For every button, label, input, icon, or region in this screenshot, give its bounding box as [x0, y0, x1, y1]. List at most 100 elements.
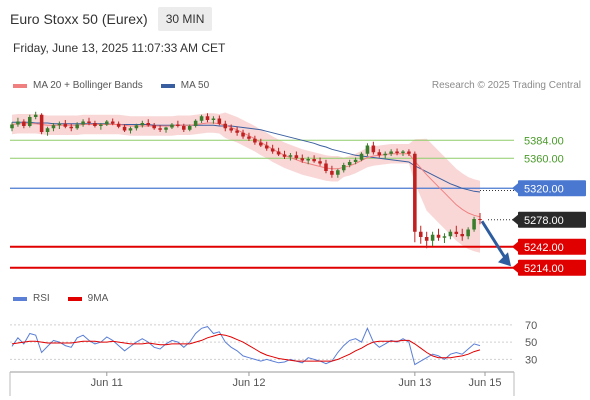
candle-body — [22, 121, 26, 126]
level-tag-2: 5320.00 — [512, 180, 586, 197]
legend-rsi-ma: 9MA — [67, 293, 109, 304]
candle-body — [294, 155, 299, 159]
candle-body — [383, 153, 387, 156]
instrument-title: Euro Stoxx 50 (Eurex) — [10, 11, 148, 27]
level-tag-pointer-5 — [512, 262, 518, 273]
level-tag-bg-2 — [518, 180, 586, 197]
legend-ma20: MA 20 + Bollinger Bands — [13, 80, 143, 91]
candle-body — [300, 158, 305, 161]
candle-body — [57, 123, 62, 126]
level-tag-3: 5278.00 — [512, 211, 586, 228]
candle-body — [341, 165, 346, 171]
candle-body — [276, 151, 281, 155]
candle-body — [347, 162, 352, 165]
candle-body — [253, 138, 257, 143]
candle-body — [247, 136, 251, 139]
candle-body — [176, 124, 180, 126]
forecast-arrow-shaft — [480, 220, 508, 261]
candle-body — [211, 118, 216, 120]
candle-body — [110, 121, 115, 124]
candle-body — [407, 151, 411, 154]
level-tag-bg-5 — [518, 259, 586, 276]
candle-body — [282, 154, 287, 157]
ma50-swatch-icon — [160, 83, 175, 88]
candle-body — [353, 159, 358, 162]
candle-body — [377, 152, 382, 156]
candle-body — [460, 234, 465, 237]
legend-ma50: MA 50 — [160, 80, 210, 91]
candle-body — [170, 124, 174, 128]
candle-body — [389, 151, 393, 154]
legend-rsi-label: RSI — [33, 293, 50, 304]
candle-body — [122, 126, 127, 131]
level-tag-bg-4 — [518, 238, 586, 255]
legend-rsi: RSI — [13, 293, 50, 304]
level-tag-4: 5242.00 — [512, 238, 586, 255]
candle-body — [336, 170, 340, 175]
credit-text: Research © 2025 Trading Central — [431, 80, 581, 91]
candle-body — [69, 126, 74, 129]
rsi-tick-label: 50 — [525, 337, 537, 349]
candle-body — [264, 145, 269, 149]
level-label-0: 5384.00 — [524, 135, 564, 147]
bollinger-band — [12, 112, 480, 253]
candle-body — [259, 142, 263, 146]
candle-body — [182, 126, 186, 130]
legend-rsi-ma-label: 9MA — [87, 293, 109, 304]
legend-ma20-label: MA 20 + Bollinger Bands — [33, 80, 143, 91]
candle-body — [51, 125, 56, 129]
candle-body — [436, 234, 441, 238]
candle-body — [10, 124, 14, 129]
timeframe-badge[interactable]: 30 MIN — [157, 7, 213, 31]
candle-body — [229, 128, 233, 131]
candle-body — [105, 121, 109, 125]
level-tag-5: 5214.00 — [512, 259, 586, 276]
ma20-swatch-icon — [13, 83, 27, 88]
candle-body — [306, 159, 310, 161]
candle-body — [472, 219, 476, 230]
candle-body — [81, 121, 85, 125]
ma50-line — [12, 121, 481, 193]
rsi-ma-swatch-icon — [67, 296, 82, 301]
candle-body — [371, 145, 376, 153]
candle-body — [99, 124, 103, 126]
candle-body — [45, 128, 50, 132]
candle-body — [241, 132, 245, 137]
candle-body — [312, 159, 316, 162]
x-tick-label: Jun 12 — [232, 377, 265, 389]
rsi-legend: RSI 9MA — [13, 293, 126, 304]
candle-body — [152, 125, 156, 129]
candle-body — [454, 231, 459, 234]
candle-body — [27, 117, 32, 126]
x-tick-label: Jun 13 — [398, 377, 431, 389]
level-tag-pointer-4 — [512, 241, 518, 252]
candle-body — [187, 126, 192, 130]
x-tick-label: Jun 11 — [91, 377, 123, 389]
candle-body — [39, 114, 44, 132]
level-tag-pointer-3 — [512, 214, 518, 225]
candle-body — [158, 128, 162, 130]
candle-body — [359, 153, 364, 160]
candle-body — [116, 123, 121, 127]
x-tick-label: Jun 15 — [468, 377, 501, 389]
level-label-4: 5242.00 — [524, 242, 564, 254]
legend-ma50-label: MA 50 — [180, 80, 210, 91]
rsi-tick-label: 30 — [525, 354, 537, 366]
candle-body — [395, 151, 399, 153]
candle-body — [93, 123, 97, 126]
candle-body — [217, 118, 222, 124]
level-label-3: 5278.00 — [524, 215, 564, 227]
rsi-ma-line — [11, 333, 481, 362]
candle-body — [146, 123, 151, 126]
candle-body — [134, 125, 139, 129]
forecast-arrow-head-icon — [498, 252, 511, 267]
level-label-5: 5214.00 — [524, 263, 564, 275]
candle-body — [365, 145, 370, 154]
candle-body — [193, 120, 198, 126]
candle-body — [401, 151, 405, 153]
candle-body — [413, 153, 417, 232]
candle-body — [223, 123, 228, 129]
candle-body — [430, 234, 435, 241]
